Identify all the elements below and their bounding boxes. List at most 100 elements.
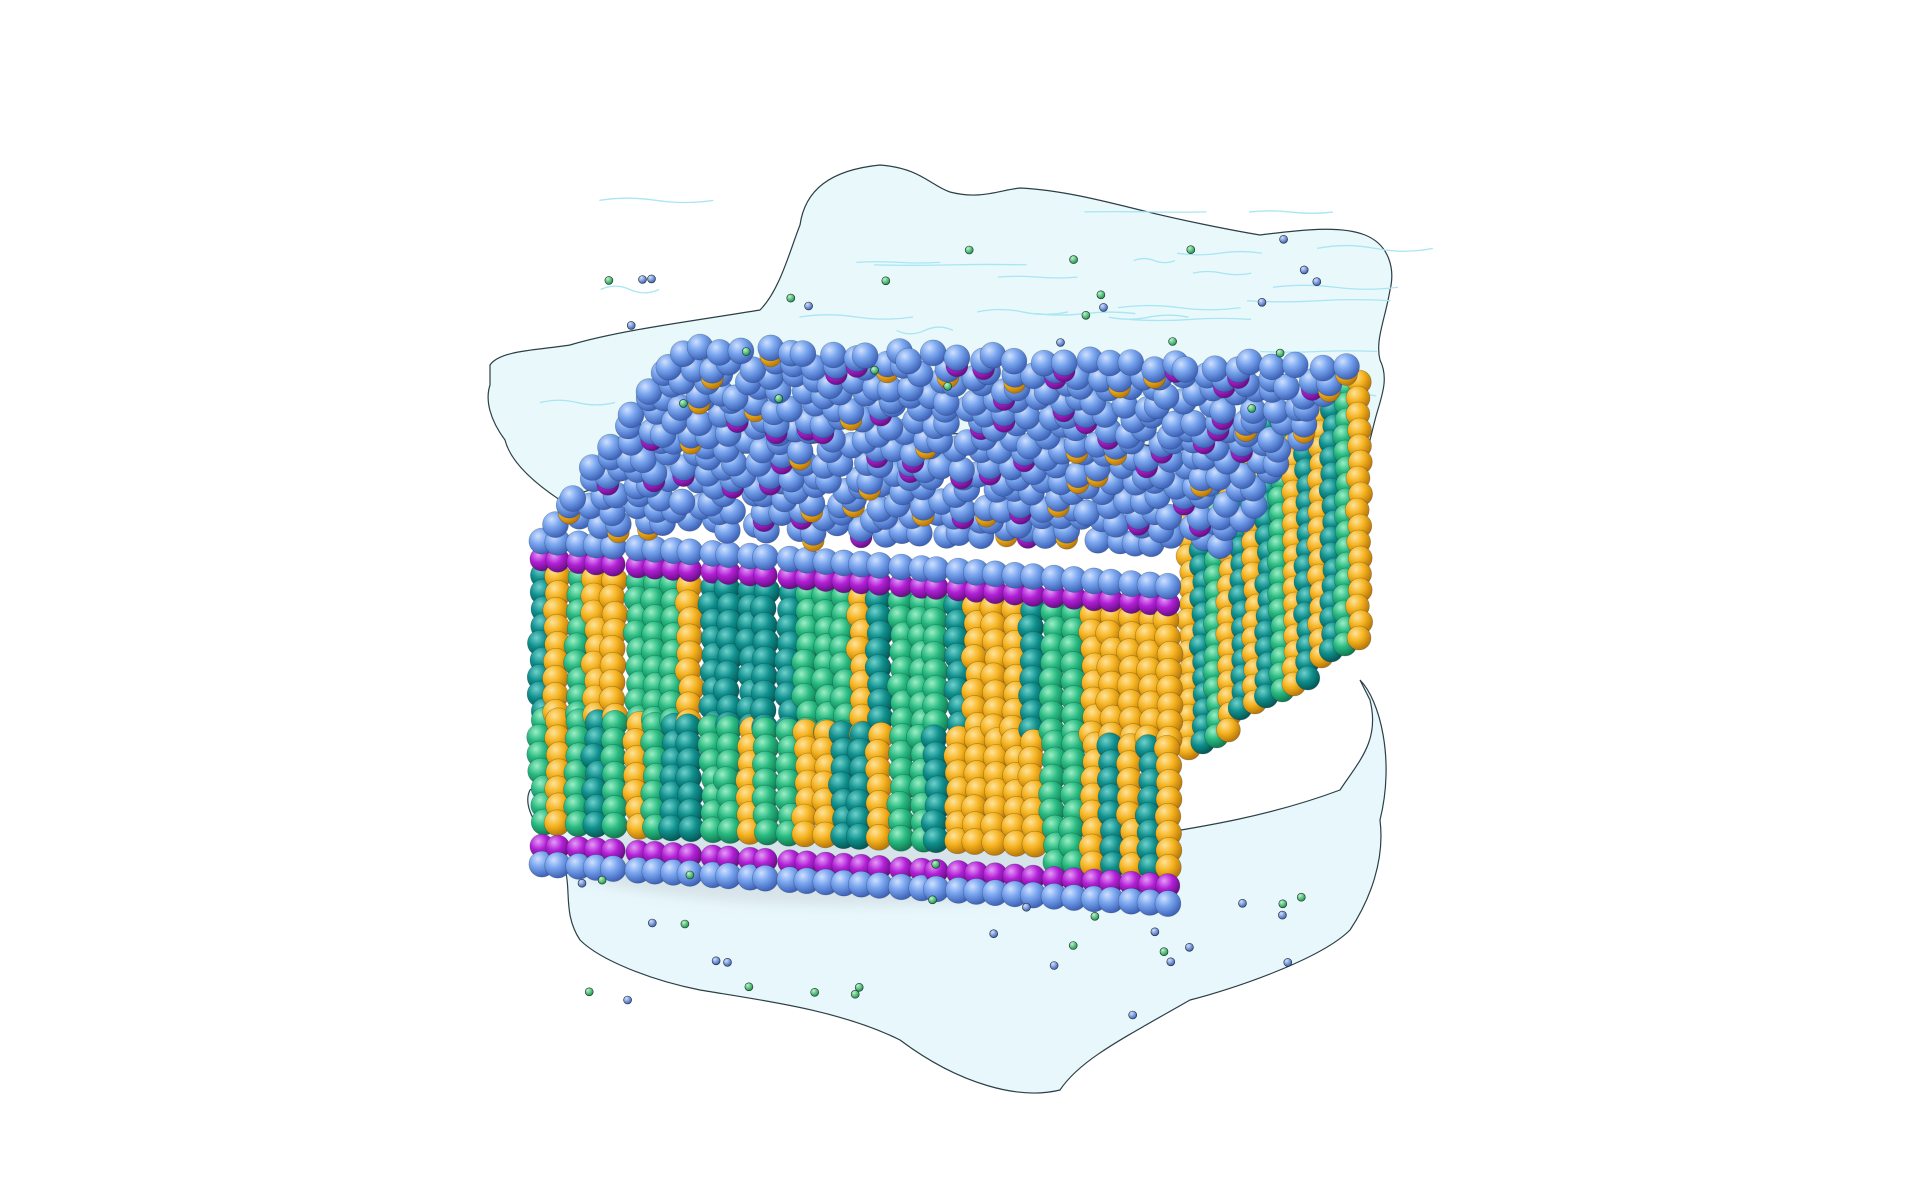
choline-bead <box>820 341 847 369</box>
water-ripple <box>997 275 1078 279</box>
chloride-ion <box>989 929 999 939</box>
water-ripple <box>874 263 1027 266</box>
choline-bead <box>559 485 587 512</box>
water-ripple <box>1133 257 1176 264</box>
lipid-tail-bead <box>887 824 915 852</box>
sodium-ion <box>943 381 953 391</box>
chloride-ion <box>1312 277 1322 287</box>
lipid-tail-bead <box>1295 665 1321 691</box>
choline-bead <box>668 488 696 516</box>
choline-bead <box>1209 397 1236 425</box>
sodium-ion <box>1297 892 1306 902</box>
ions <box>577 235 1322 1020</box>
sodium-ion <box>854 982 864 992</box>
sodium-ion <box>850 989 860 999</box>
chloride-ion <box>623 995 632 1005</box>
sodium-ion <box>744 982 754 992</box>
choline-bead <box>1281 351 1309 379</box>
sodium-ion <box>786 293 796 303</box>
choline-bead <box>1000 347 1028 375</box>
chloride-ion <box>1299 265 1309 275</box>
water-ripple <box>1316 244 1434 252</box>
chloride-ion <box>1283 958 1293 967</box>
sodium-ion <box>741 347 751 356</box>
choline-bead <box>1050 349 1078 377</box>
choline-bead <box>1154 572 1182 600</box>
chloride-ion <box>1166 957 1176 967</box>
choline-bead <box>1201 355 1229 383</box>
choline-bead <box>727 337 755 365</box>
sodium-ion <box>1278 899 1288 909</box>
water-ripple <box>856 261 941 264</box>
water-ripple <box>1248 210 1333 214</box>
chloride-ion <box>1049 961 1059 970</box>
choline-bead <box>1154 890 1182 917</box>
water-ripple <box>1108 314 1189 320</box>
sodium-ion <box>584 987 594 997</box>
sodium-ion <box>1159 947 1169 957</box>
choline-bead <box>1333 353 1360 380</box>
choline-bead <box>943 344 971 372</box>
choline-bead <box>676 538 704 566</box>
sodium-ion <box>1081 310 1091 320</box>
chloride-ion <box>711 956 721 966</box>
chloride-ion <box>1238 898 1247 908</box>
sodium-ion <box>1090 911 1100 921</box>
choline-bead <box>751 864 779 892</box>
sodium-ion <box>680 919 690 929</box>
sodium-ion <box>881 276 891 286</box>
chloride-ion <box>1022 902 1031 912</box>
chloride-ion <box>723 957 732 967</box>
chloride-ion <box>638 275 647 284</box>
chloride-ion <box>577 878 587 888</box>
chloride-ion <box>1128 1010 1137 1020</box>
water-ripple <box>1192 270 1252 276</box>
water-ripple <box>600 285 660 294</box>
choline-bead <box>1258 353 1286 381</box>
water-ripple <box>1247 299 1391 303</box>
sodium-ion <box>810 987 820 997</box>
choline-bead <box>851 342 879 370</box>
water-ripple <box>1118 304 1241 311</box>
water-ripple <box>799 314 914 320</box>
chloride-ion <box>1099 303 1108 312</box>
sodium-ion <box>1068 941 1078 950</box>
chloride-ion <box>1150 927 1160 937</box>
sodium-ion <box>928 895 937 905</box>
lipid-bilayer <box>526 333 1373 917</box>
water-ripple <box>1272 284 1398 290</box>
lipid-tail-bead <box>601 811 628 839</box>
sodium-ion <box>685 870 695 880</box>
choline-bead <box>789 340 817 367</box>
choline-bead <box>895 347 922 375</box>
water-ripple <box>977 308 1068 316</box>
water-ripple <box>539 399 615 406</box>
water-ripple <box>1128 317 1252 322</box>
sodium-ion <box>774 394 784 403</box>
sodium-ion <box>1186 245 1196 254</box>
sodium-ion <box>597 875 607 885</box>
sodium-ion <box>931 859 941 869</box>
sodium-ion <box>870 365 879 375</box>
sodium-ion <box>1168 337 1177 346</box>
chloride-ion <box>1056 338 1065 347</box>
choline-bead <box>1309 354 1337 382</box>
sodium-ion <box>1247 404 1256 413</box>
choline-bead <box>919 339 947 367</box>
choline-bead <box>1171 356 1199 383</box>
water-ripple <box>1084 210 1207 213</box>
chloride-ion <box>804 301 813 311</box>
choline-bead <box>617 401 645 429</box>
chloride-ion <box>1257 297 1267 307</box>
sodium-ion <box>1096 290 1106 300</box>
sodium-ion <box>1275 348 1285 358</box>
chloride-ion <box>647 918 657 928</box>
lipid-tail-bead <box>1346 625 1372 651</box>
sodium-ion <box>679 399 688 408</box>
chloride-ion <box>1185 942 1194 952</box>
chloride-ion <box>1279 235 1288 244</box>
choline-bead <box>1117 349 1145 376</box>
sodium-ion <box>604 276 614 285</box>
